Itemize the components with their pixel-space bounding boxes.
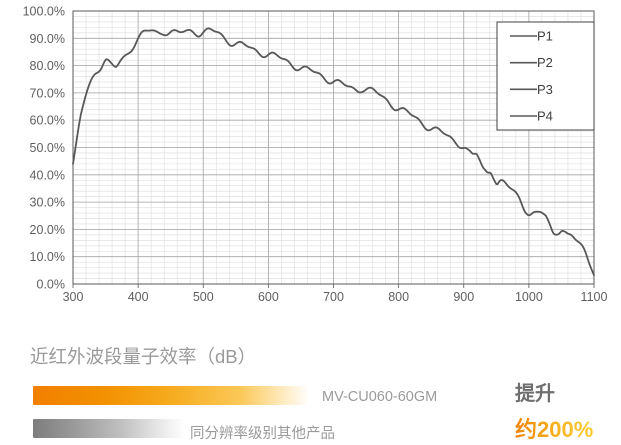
svg-text:40.0%: 40.0%	[30, 168, 65, 182]
svg-text:1000: 1000	[515, 290, 543, 304]
svg-text:60.0%: 60.0%	[30, 114, 65, 128]
svg-text:P2: P2	[537, 55, 553, 70]
svg-text:30.0%: 30.0%	[30, 196, 65, 210]
svg-text:P3: P3	[537, 82, 553, 97]
svg-text:900: 900	[453, 290, 474, 304]
svg-text:500: 500	[193, 290, 214, 304]
svg-text:0.0%: 0.0%	[37, 278, 66, 292]
svg-text:P4: P4	[537, 109, 553, 124]
svg-text:1100: 1100	[581, 290, 608, 304]
svg-text:400: 400	[128, 290, 149, 304]
svg-text:50.0%: 50.0%	[30, 141, 65, 155]
svg-text:100.0%: 100.0%	[23, 5, 65, 19]
svg-text:600: 600	[258, 290, 279, 304]
svg-text:20.0%: 20.0%	[30, 223, 65, 237]
svg-text:90.0%: 90.0%	[30, 32, 65, 46]
svg-text:300: 300	[63, 290, 84, 304]
svg-text:10.0%: 10.0%	[30, 250, 65, 264]
svg-text:700: 700	[323, 290, 344, 304]
svg-text:70.0%: 70.0%	[30, 86, 65, 100]
svg-text:P1: P1	[537, 29, 553, 44]
svg-text:80.0%: 80.0%	[30, 59, 65, 73]
svg-text:800: 800	[388, 290, 409, 304]
